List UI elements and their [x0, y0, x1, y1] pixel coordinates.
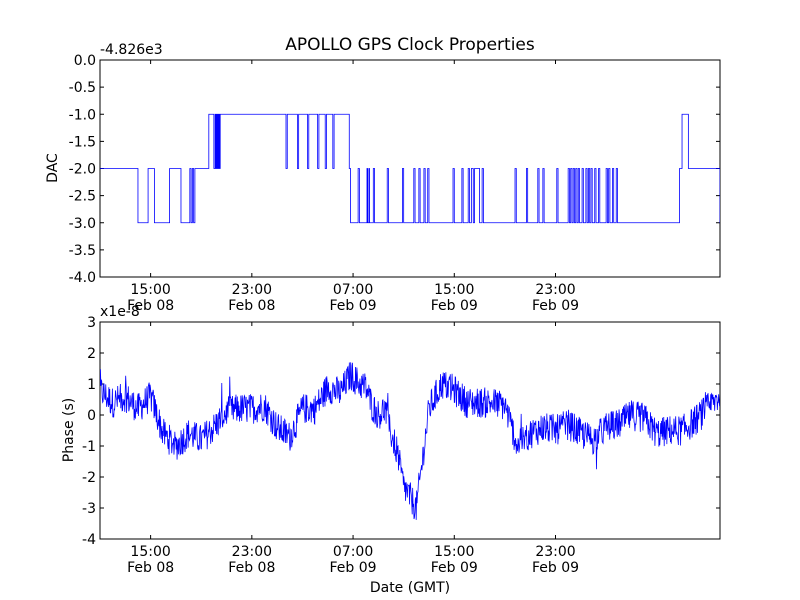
dac-panel: -4.826e3 DAC 0.0 -0.5 -1.0 -1.5 -2.0 -2.5 -3.0…: [45, 42, 721, 314]
dac-y-tick-label: -1.0: [69, 107, 96, 123]
dac-y-tick-label: -3.5: [69, 243, 96, 259]
dac-y-tick-label: -1.5: [69, 134, 96, 150]
phase-y-tick-label: -3: [82, 501, 96, 517]
dac-y-tick-label: -0.5: [69, 80, 96, 96]
phase-plot-area: [99, 321, 721, 540]
phase-y-tick-label: 0: [87, 408, 96, 424]
phase-x-tick-label-date: Feb 09: [532, 560, 579, 576]
phase-y-tick-label: 3: [87, 315, 96, 331]
dac-x-tick-label-time: 07:00: [333, 282, 373, 298]
dac-x-tick-label-time: 23:00: [232, 282, 272, 298]
phase-offset-label: x1e-8: [100, 304, 140, 320]
phase-x-axis-label: Date (GMT): [370, 580, 450, 596]
dac-y-tick-label: -2.5: [69, 189, 96, 205]
phase-y-tick-label: -4: [82, 532, 96, 548]
phase-y-tick-label: -1: [82, 439, 96, 455]
phase-x-tick-label-date: Feb 08: [228, 560, 275, 576]
dac-x-tick-label-time: 23:00: [535, 282, 575, 298]
phase-x-tick-label-time: 07:00: [333, 544, 373, 560]
dac-y-tick-label: -4.0: [69, 270, 96, 286]
phase-x-tick-label-time: 23:00: [232, 544, 272, 560]
dac-x-tick-label-date: Feb 08: [228, 298, 275, 314]
phase-x-tick-label-time: 15:00: [434, 544, 474, 560]
phase-series-line: [100, 362, 720, 520]
dac-y-tick-label: -3.0: [69, 216, 96, 232]
dac-x-tick-label-date: Feb 09: [330, 298, 377, 314]
phase-y-tick-label: 1: [87, 377, 96, 393]
phase-y-axis-label: Phase (s): [61, 398, 77, 462]
phase-x-tick-label-time: 15:00: [130, 544, 170, 560]
dac-x-tick-label-date: Feb 09: [532, 298, 579, 314]
dac-y-tick-label: 0.0: [74, 53, 96, 69]
phase-x-tick-label-date: Feb 09: [431, 560, 478, 576]
dac-x-tick-label-date: Feb 08: [127, 298, 174, 314]
dac-x-tick-label-date: Feb 09: [431, 298, 478, 314]
dac-x-tick-label-time: 15:00: [130, 282, 170, 298]
phase-x-tick-label-date: Feb 09: [330, 560, 377, 576]
phase-x-tick-label-time: 23:00: [535, 544, 575, 560]
dac-y-axis-label: DAC: [45, 153, 61, 183]
phase-x-tick-label-date: Feb 08: [127, 560, 174, 576]
chart-title: APOLLO GPS Clock Properties: [285, 35, 535, 55]
phase-y-tick-label: -2: [82, 470, 96, 486]
dac-y-tick-label: -2.0: [69, 162, 96, 178]
phase-y-tick-label: 2: [87, 346, 96, 362]
phase-panel: x1e-8 Phase (s) Date (GMT) 3 2 1 0 -1 -2 -3 -4 1…: [61, 304, 721, 596]
dac-series-line: [100, 113, 720, 224]
dac-x-tick-label-time: 15:00: [434, 282, 474, 298]
dac-offset-label: -4.826e3: [100, 42, 163, 58]
